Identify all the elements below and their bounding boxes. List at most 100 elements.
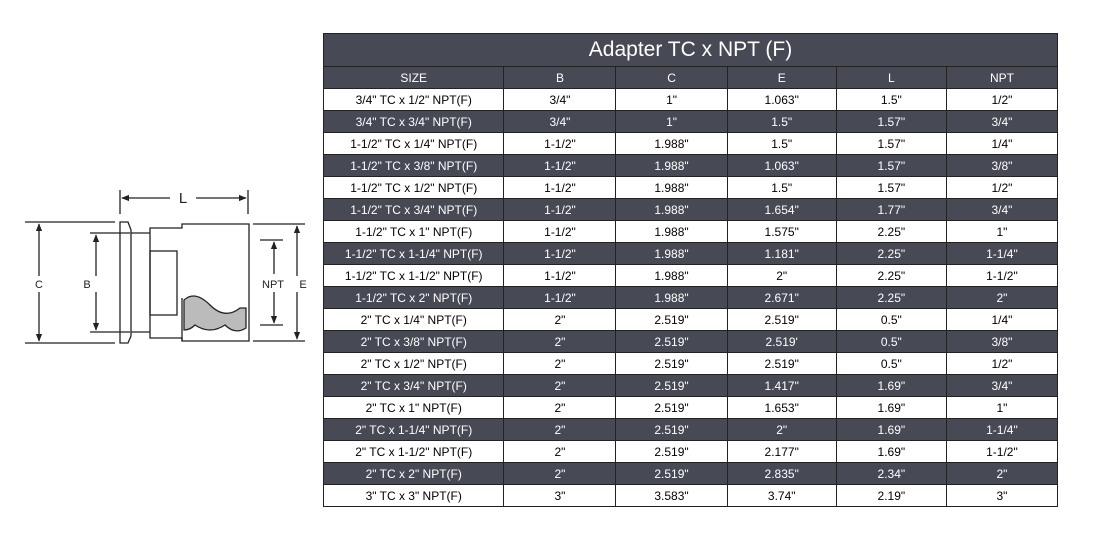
column-header: C [615, 66, 728, 89]
table-cell: 2" TC x 1/2" NPT(F) [322, 352, 505, 375]
table-cell: 3/4" TC x 3/4" NPT(F) [322, 110, 505, 133]
table-cell: 3/8" [945, 330, 1059, 353]
table-cell: 3/4" [945, 198, 1059, 221]
table-cell: 1.57" [835, 154, 947, 177]
table-cell: 2" [726, 264, 837, 287]
column-header: B [503, 66, 617, 89]
table-cell: 0.5" [835, 330, 947, 353]
table-cell: 2" [503, 374, 617, 397]
table-cell: 2" [503, 440, 617, 463]
table-row: 1-1/2" TC x 1-1/4" NPT(F) 1-1/2" 1.988" 1.1… [322, 242, 1059, 265]
header-row: SIZE B C E L NPT [322, 66, 1059, 89]
table-cell: 2.519" [615, 396, 728, 419]
table-cell: 3/4" [945, 110, 1059, 133]
table-cell: 1.69" [835, 418, 947, 441]
table-row: 2" TC x 2" NPT(F) 2" 2.519" 2.835" 2.34" 2" [322, 462, 1059, 485]
table-cell: 1-1/2" [503, 220, 617, 243]
table-row: 2" TC x 1/2" NPT(F) 2" 2.519" 2.519" 0.5" 1/2… [322, 352, 1059, 375]
table-cell: 2" TC x 3/8" NPT(F) [322, 330, 505, 353]
table-cell: 1.063" [726, 154, 837, 177]
label-L: L [179, 190, 187, 207]
table-cell: 2.519" [615, 418, 728, 441]
table-cell: 3" [945, 484, 1059, 507]
table-cell: 2.25" [835, 264, 947, 287]
table-cell: 2" [945, 462, 1059, 485]
table-cell: 1.063" [726, 88, 837, 111]
table-cell: 3/8" [945, 154, 1059, 177]
table-cell: 1.69" [835, 396, 947, 419]
table-cell: 2" [503, 396, 617, 419]
table-cell: 1" [945, 396, 1059, 419]
table-cell: 1-1/2" TC x 1-1/4" NPT(F) [322, 242, 505, 265]
table-cell: 2.835" [726, 462, 837, 485]
table-cell: 1-1/2" TC x 1/2" NPT(F) [322, 176, 505, 199]
table-cell: 2.519" [615, 308, 728, 331]
table-row: 3/4" TC x 3/4" NPT(F) 3/4" 1" 1.5" 1.57" 3/4" [322, 110, 1059, 133]
table-cell: 1.417" [726, 374, 837, 397]
table-cell: 1.575" [726, 220, 837, 243]
table-cell: 1.181" [726, 242, 837, 265]
table-cell: 3/4" [503, 110, 617, 133]
table-cell: 2" [503, 308, 617, 331]
table-cell: 1.988" [615, 242, 728, 265]
table-cell: 2.519" [615, 352, 728, 375]
table-cell: 1/2" [945, 352, 1059, 375]
table-cell: 1.653" [726, 396, 837, 419]
table-cell: 3.583" [615, 484, 728, 507]
table-cell: 2" TC x 2" NPT(F) [322, 462, 505, 485]
dimension-table: Adapter TC x NPT (F) SIZE B C E L NPT 3/4" TC… [322, 33, 1059, 507]
table-cell: 2" [503, 418, 617, 441]
table-cell: 1/4" [945, 308, 1059, 331]
table-cell: 2.34" [835, 462, 947, 485]
table-cell: 1.988" [615, 132, 728, 155]
table-cell: 2" TC x 1" NPT(F) [322, 396, 505, 419]
table-cell: 2.519" [726, 308, 837, 331]
table-cell: 3/4" [945, 374, 1059, 397]
table-cell: 1-1/2" TC x 1" NPT(F) [322, 220, 505, 243]
table-cell: 1.654" [726, 198, 837, 221]
table-cell: 1-1/2" [503, 154, 617, 177]
table-cell: 2" [945, 286, 1059, 309]
table-cell: 2.25" [835, 220, 947, 243]
table-row: 1-1/2" TC x 1/4" NPT(F) 1-1/2" 1.988" 1.5" 1… [322, 132, 1059, 155]
table-cell: 1" [615, 88, 728, 111]
table-row: 2" TC x 1-1/4" NPT(F) 2" 2.519" 2" 1.69" 1-1/… [322, 418, 1059, 441]
table-cell: 2.519" [615, 462, 728, 485]
table-cell: 1.77" [835, 198, 947, 221]
table-cell: 2.177" [726, 440, 837, 463]
table-cell: 2" TC x 1/4" NPT(F) [322, 308, 505, 331]
table-title: Adapter TC x NPT (F) [323, 33, 1058, 67]
table-cell: 1.5" [726, 176, 837, 199]
table-cell: 1/2" [945, 176, 1059, 199]
table-cell: 2" [503, 352, 617, 375]
table-cell: 3.74" [726, 484, 837, 507]
table-cell: 3" TC x 3" NPT(F) [322, 484, 505, 507]
label-E: E [299, 279, 306, 291]
table-cell: 2.519' [726, 330, 837, 353]
table-cell: 2" TC x 3/4" NPT(F) [322, 374, 505, 397]
table-cell: 1.5" [726, 132, 837, 155]
table-cell: 1-1/2" TC x 1-1/2" NPT(F) [322, 264, 505, 287]
table-cell: 1.988" [615, 264, 728, 287]
table-cell: 1-1/2" [945, 440, 1059, 463]
table-cell: 2.519" [615, 374, 728, 397]
table-cell: 1-1/2" [503, 264, 617, 287]
table-cell: 1.988" [615, 198, 728, 221]
table-cell: 2" [726, 418, 837, 441]
table-cell: 2.519" [726, 352, 837, 375]
table-cell: 2" TC x 1-1/4" NPT(F) [322, 418, 505, 441]
table-cell: 1.57" [835, 132, 947, 155]
table-row: 1-1/2" TC x 2" NPT(F) 1-1/2" 1.988" 2.671" 2… [322, 286, 1059, 309]
table-row: 1-1/2" TC x 1" NPT(F) 1-1/2" 1.988" 1.575" 2… [322, 220, 1059, 243]
table-cell: 1-1/2" [503, 198, 617, 221]
table-cell: 1-1/2" [945, 264, 1059, 287]
table-row: 3/4" TC x 1/2" NPT(F) 3/4" 1" 1.063" 1.5" 1/2… [322, 88, 1059, 111]
table-cell: 2.519" [615, 330, 728, 353]
table-cell: 1.57" [835, 176, 947, 199]
table-cell: 1-1/2" [503, 132, 617, 155]
table-cell: 1-1/2" TC x 3/4" NPT(F) [322, 198, 505, 221]
table-cell: 1.988" [615, 286, 728, 309]
table-cell: 2.19" [835, 484, 947, 507]
table-row: 1-1/2" TC x 1-1/2" NPT(F) 1-1/2" 1.988" 2" 2… [322, 264, 1059, 287]
table-cell: 1/4" [945, 132, 1059, 155]
